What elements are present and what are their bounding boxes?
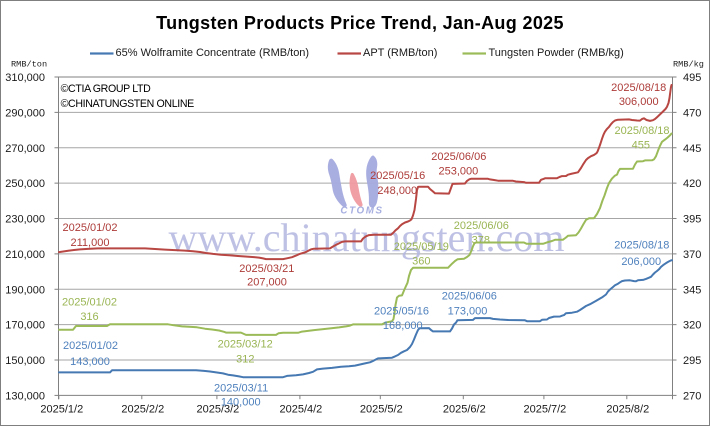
svg-text:2025/01/02: 2025/01/02 xyxy=(63,340,118,352)
svg-text:2025/5/2: 2025/5/2 xyxy=(360,403,403,415)
svg-text:2025/6/2: 2025/6/2 xyxy=(443,403,486,415)
svg-text:Tungsten Powder (RMB/kg): Tungsten Powder (RMB/kg) xyxy=(489,47,624,59)
svg-text:248,000: 248,000 xyxy=(377,185,417,197)
svg-text:2025/7/2: 2025/7/2 xyxy=(523,403,566,415)
svg-text:470: 470 xyxy=(683,107,701,119)
svg-text:170,000: 170,000 xyxy=(5,320,45,332)
svg-text:306,000: 306,000 xyxy=(619,96,659,108)
svg-text:211,000: 211,000 xyxy=(71,237,110,249)
svg-text:150,000: 150,000 xyxy=(5,355,45,367)
svg-text:CTOMS: CTOMS xyxy=(340,205,383,216)
svg-text:2025/4/2: 2025/4/2 xyxy=(279,403,322,415)
svg-text:270: 270 xyxy=(683,390,701,402)
svg-text:2025/03/12: 2025/03/12 xyxy=(218,338,273,350)
svg-text:270,000: 270,000 xyxy=(5,143,45,155)
svg-text:2025/03/21: 2025/03/21 xyxy=(239,263,294,275)
svg-text:495: 495 xyxy=(683,72,701,84)
svg-text:2025/1/2: 2025/1/2 xyxy=(40,403,83,415)
svg-text:312: 312 xyxy=(236,354,254,366)
svg-text:2025/08/18: 2025/08/18 xyxy=(614,125,669,137)
svg-text:©CTIA GROUP LTD: ©CTIA GROUP LTD xyxy=(61,83,152,95)
svg-text:2025/05/16: 2025/05/16 xyxy=(374,306,429,318)
svg-text:207,000: 207,000 xyxy=(247,276,287,288)
svg-text:250,000: 250,000 xyxy=(5,178,45,190)
svg-text:2025/05/16: 2025/05/16 xyxy=(370,170,425,182)
svg-text:360: 360 xyxy=(412,255,430,267)
svg-text:2025/03/11: 2025/03/11 xyxy=(214,383,268,395)
svg-text:143,000: 143,000 xyxy=(70,356,110,368)
svg-text:130,000: 130,000 xyxy=(5,390,45,402)
svg-text:2025/08/18: 2025/08/18 xyxy=(614,239,669,251)
svg-text:RMB/kg: RMB/kg xyxy=(673,60,704,70)
svg-text:455: 455 xyxy=(632,140,650,152)
svg-text:173,000: 173,000 xyxy=(448,305,488,317)
svg-text:310,000: 310,000 xyxy=(5,72,45,84)
svg-text:316: 316 xyxy=(80,311,98,323)
svg-text:2025/06/06: 2025/06/06 xyxy=(431,151,486,163)
svg-text:290,000: 290,000 xyxy=(5,107,45,119)
svg-text:APT (RMB/ton): APT (RMB/ton) xyxy=(363,47,437,59)
svg-text:420: 420 xyxy=(683,178,701,190)
svg-text:2025/05/19: 2025/05/19 xyxy=(394,241,449,253)
svg-text:345: 345 xyxy=(683,284,701,296)
svg-text:2025/8/2: 2025/8/2 xyxy=(606,403,649,415)
svg-text:445: 445 xyxy=(683,143,701,155)
svg-text:190,000: 190,000 xyxy=(5,284,45,296)
svg-text:370: 370 xyxy=(683,249,701,261)
svg-text:168,000: 168,000 xyxy=(383,320,423,332)
svg-text:206,000: 206,000 xyxy=(621,256,661,268)
svg-text:230,000: 230,000 xyxy=(5,214,45,226)
svg-text:2025/01/02: 2025/01/02 xyxy=(62,297,117,309)
svg-text:2025/2/2: 2025/2/2 xyxy=(121,403,164,415)
svg-text:210,000: 210,000 xyxy=(5,249,45,261)
svg-text:2025/08/18: 2025/08/18 xyxy=(611,82,666,94)
svg-text:295: 295 xyxy=(683,355,701,367)
svg-text:RMB/ton: RMB/ton xyxy=(11,60,47,70)
svg-text:378: 378 xyxy=(472,234,490,246)
svg-text:140,000: 140,000 xyxy=(221,397,261,409)
svg-text:320: 320 xyxy=(683,320,701,332)
svg-text:65% Wolframite Concentrate (RM: 65% Wolframite Concentrate (RMB/ton) xyxy=(116,47,310,59)
svg-text:2025/01/02: 2025/01/02 xyxy=(62,222,117,234)
svg-text:253,000: 253,000 xyxy=(439,166,479,178)
svg-text:2025/06/06: 2025/06/06 xyxy=(442,290,497,302)
svg-text:2025/3/2: 2025/3/2 xyxy=(196,403,239,415)
svg-text:Tungsten Products Price Trend,: Tungsten Products Price Trend, Jan-Aug 2… xyxy=(156,13,564,33)
svg-text:2025/06/06: 2025/06/06 xyxy=(454,220,509,232)
svg-text:©CHINATUNGSTEN ONLINE: ©CHINATUNGSTEN ONLINE xyxy=(61,98,195,110)
svg-text:www.chinatungsten.com: www.chinatungsten.com xyxy=(169,215,565,260)
svg-text:395: 395 xyxy=(683,214,701,226)
